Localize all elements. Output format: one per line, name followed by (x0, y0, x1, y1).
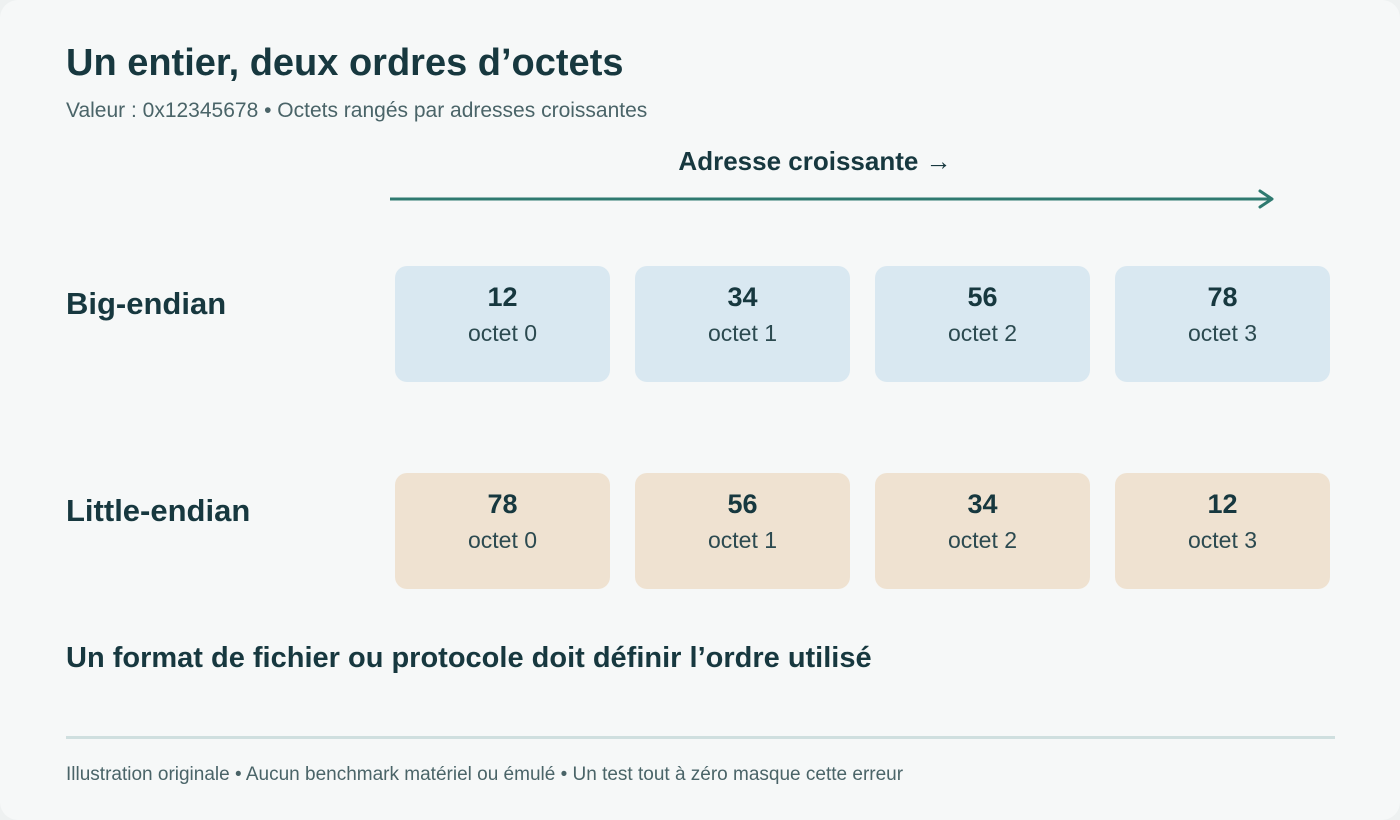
byte-address: octet 1 (707, 320, 778, 346)
byte-value: 12 (487, 282, 518, 312)
byte-value: 34 (967, 489, 998, 519)
byte-box: 34 octet 2 (875, 473, 1090, 589)
byte-box: 12 octet 3 (1115, 473, 1330, 589)
address-arrow-icon (390, 189, 1274, 209)
byte-value: 12 (1207, 489, 1238, 519)
big-endian-bytes: 12 octet 0 34 octet 1 56 octet 2 78 octe… (395, 266, 1330, 382)
byte-address: octet 1 (707, 527, 778, 553)
protocol-note: Un format de fichier ou protocole doit d… (66, 642, 872, 674)
big-endian-label: Big-endian (66, 286, 227, 321)
byte-value: 78 (487, 489, 518, 519)
byte-address: octet 2 (947, 527, 1018, 553)
address-axis-label: Adresse croissante → (678, 146, 952, 176)
footer-note: Illustration originale • Aucun benchmark… (66, 764, 904, 785)
page-title: Un entier, deux ordres d’octets (66, 42, 624, 84)
footer-divider (66, 736, 1335, 739)
little-endian-bytes: 78 octet 0 56 octet 1 34 octet 2 12 octe… (395, 473, 1330, 589)
byte-box: 56 octet 1 (635, 473, 850, 589)
byte-address: octet 3 (1187, 320, 1258, 346)
byte-address: octet 2 (947, 320, 1018, 346)
little-endian-label: Little-endian (66, 493, 251, 528)
byte-value: 56 (727, 489, 758, 519)
byte-address: octet 0 (467, 320, 538, 346)
byte-value: 34 (727, 282, 758, 312)
page-subtitle: Valeur : 0x12345678 • Octets rangés par … (66, 99, 648, 122)
byte-box: 78 octet 3 (1115, 266, 1330, 382)
byte-value: 78 (1207, 282, 1238, 312)
byte-box: 78 octet 0 (395, 473, 610, 589)
byte-box: 12 octet 0 (395, 266, 610, 382)
address-arrow-head (1258, 189, 1274, 209)
byte-box: 56 octet 2 (875, 266, 1090, 382)
byte-box: 34 octet 1 (635, 266, 850, 382)
byte-address: octet 3 (1187, 527, 1258, 553)
byte-value: 56 (967, 282, 998, 312)
byte-address: octet 0 (467, 527, 538, 553)
